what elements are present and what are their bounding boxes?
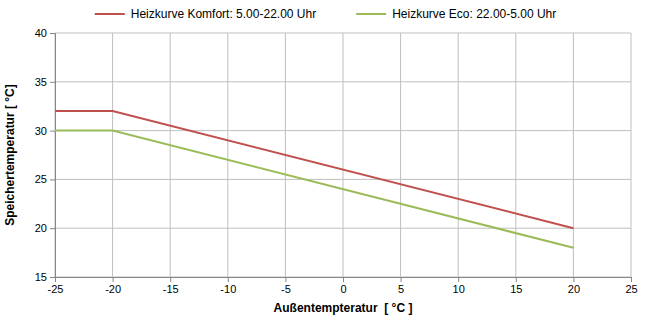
tick-label: 35 bbox=[35, 76, 47, 88]
tick-mark bbox=[285, 277, 286, 282]
grid-line bbox=[458, 33, 459, 277]
grid-line bbox=[573, 33, 574, 277]
tick-label: 30 bbox=[35, 125, 47, 137]
chart: -25 -20 -15 -10 -5 0 5 10 15 20 25 15 20 25 30 35 40 Auße… bbox=[0, 0, 651, 322]
tick-label: -10 bbox=[220, 283, 236, 295]
x-tick: 0 bbox=[340, 277, 346, 295]
legend-swatch bbox=[95, 13, 125, 15]
legend-label: Heizkurve Eco: 22.00-5.00 Uhr bbox=[392, 7, 556, 21]
tick-label: 25 bbox=[35, 173, 47, 185]
grid-line bbox=[515, 33, 516, 277]
tick-label: 15 bbox=[35, 271, 47, 283]
y-tick: 40 bbox=[35, 27, 55, 39]
legend-swatch bbox=[356, 13, 386, 15]
grid-line bbox=[55, 228, 631, 229]
y-tick: 30 bbox=[35, 125, 55, 137]
x-tick: 20 bbox=[568, 277, 580, 295]
x-tick: -25 bbox=[48, 277, 64, 295]
tick-mark bbox=[50, 82, 55, 83]
grid-line bbox=[55, 130, 631, 131]
grid-line bbox=[227, 33, 228, 277]
tick-label: 20 bbox=[35, 222, 47, 234]
grid-line bbox=[55, 81, 631, 82]
tick-label: -5 bbox=[281, 283, 291, 295]
axis-line bbox=[50, 34, 56, 278]
x-tick: 25 bbox=[625, 277, 637, 295]
grid bbox=[55, 33, 631, 277]
legend-item: Heizkurve Komfort: 5.00-22.00 Uhr bbox=[95, 7, 316, 21]
tick-mark bbox=[50, 277, 55, 278]
x-axis: -25 -20 -15 -10 -5 0 5 10 15 20 25 bbox=[48, 277, 638, 295]
tick-label: -25 bbox=[48, 283, 64, 295]
tick-label: 0 bbox=[340, 283, 346, 295]
legend: Heizkurve Komfort: 5.00-22.00 Uhr Heizkur… bbox=[95, 7, 557, 21]
tick-label: -20 bbox=[105, 283, 121, 295]
y-tick: 15 bbox=[35, 271, 55, 283]
x-tick: 15 bbox=[510, 277, 522, 295]
legend-item: Heizkurve Eco: 22.00-5.00 Uhr bbox=[356, 7, 556, 21]
y-tick: 35 bbox=[35, 76, 55, 88]
x-tick: -10 bbox=[220, 277, 236, 295]
tick-label: 10 bbox=[453, 283, 465, 295]
series-line bbox=[55, 131, 573, 248]
x-tick: 10 bbox=[453, 277, 465, 295]
tick-mark bbox=[573, 277, 574, 282]
tick-label: 25 bbox=[625, 283, 637, 295]
grid-line bbox=[112, 33, 113, 277]
tick-label: 5 bbox=[398, 283, 404, 295]
y-tick: 20 bbox=[35, 222, 55, 234]
tick-label: 40 bbox=[35, 27, 47, 39]
x-tick: -15 bbox=[163, 277, 179, 295]
grid-line bbox=[55, 179, 631, 180]
tick-mark bbox=[50, 33, 55, 34]
y-tick: 25 bbox=[35, 173, 55, 185]
tick-mark bbox=[401, 277, 402, 282]
grid-line bbox=[343, 33, 344, 277]
plot-area bbox=[55, 111, 573, 248]
grid-line bbox=[170, 33, 171, 277]
tick-mark bbox=[228, 277, 229, 282]
tick-mark bbox=[50, 179, 55, 180]
tick-label: 15 bbox=[510, 283, 522, 295]
tick-mark bbox=[170, 277, 171, 282]
tick-label: -15 bbox=[163, 283, 179, 295]
tick-mark bbox=[631, 277, 632, 282]
grid-line bbox=[400, 33, 401, 277]
tick-mark bbox=[343, 277, 344, 282]
y-axis-title: Speichertemperatur [ °C] bbox=[3, 84, 17, 226]
legend-label: Heizkurve Komfort: 5.00-22.00 Uhr bbox=[131, 7, 316, 21]
tick-mark bbox=[458, 277, 459, 282]
grid-line bbox=[55, 33, 631, 34]
tick-mark bbox=[50, 228, 55, 229]
axis-line bbox=[56, 278, 632, 283]
series-line bbox=[55, 111, 573, 228]
x-tick: -5 bbox=[281, 277, 291, 295]
x-tick: 5 bbox=[398, 277, 404, 295]
tick-label: 20 bbox=[568, 283, 580, 295]
tick-mark bbox=[113, 277, 114, 282]
tick-mark bbox=[516, 277, 517, 282]
grid-line bbox=[631, 33, 632, 277]
x-axis-title: Außentempteratur [ °C ] bbox=[274, 301, 413, 315]
y-axis: 15 20 25 30 35 40 bbox=[35, 27, 56, 283]
x-tick: -20 bbox=[105, 277, 121, 295]
tick-mark bbox=[50, 131, 55, 132]
